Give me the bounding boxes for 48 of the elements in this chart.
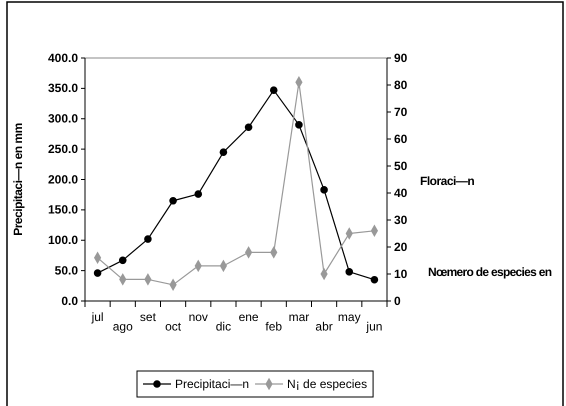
x-tick-label: nov <box>188 310 208 324</box>
x-tick-label: may <box>338 310 361 324</box>
y-tick-label: 50.0 <box>54 263 78 278</box>
y2-tick-label: 40 <box>394 186 408 200</box>
point <box>94 269 102 277</box>
x-tick-label: oct <box>165 319 182 334</box>
x-tick-label: feb <box>265 319 282 334</box>
y2-tick-label: 70 <box>394 104 408 119</box>
y-tick-label: 150.0 <box>48 202 78 217</box>
y-tick-label: 400.0 <box>48 50 78 65</box>
point <box>370 276 378 284</box>
point <box>220 148 228 156</box>
y2-axis-title: Floraci—n <box>420 174 474 188</box>
y2-tick-label: 50 <box>394 158 408 173</box>
text: Nœmero de especies en <box>428 265 552 279</box>
y-tick-label: 200.0 <box>48 172 78 186</box>
y2-tick-label: 60 <box>394 132 408 146</box>
x-tick-label: set <box>140 310 157 324</box>
y2-tick-label: 0 <box>394 294 401 308</box>
y-tick-label: 350.0 <box>48 81 78 96</box>
x-tick-label: jun <box>365 319 382 334</box>
point <box>194 190 202 198</box>
x-tick-label: dic <box>216 319 232 334</box>
x-tick-label: jul <box>90 310 104 324</box>
x-tick-label: ago <box>112 319 134 334</box>
y2-tick-label: 10 <box>394 266 408 281</box>
point <box>270 86 278 94</box>
x-tick-label: abr <box>315 319 333 334</box>
y2-tick-label: 90 <box>394 50 408 65</box>
y2-tick-label: 30 <box>394 212 408 227</box>
point <box>144 235 152 243</box>
y2-tick-label: 20 <box>394 240 408 254</box>
point <box>320 186 328 194</box>
point <box>244 123 252 132</box>
y-tick-label: 300.0 <box>48 112 78 126</box>
y-tick-label: 100.0 <box>48 233 78 248</box>
point <box>169 196 177 205</box>
y-axis-title: Precipitaci—n en mm <box>11 123 25 236</box>
point <box>345 268 354 276</box>
point <box>295 121 303 129</box>
x-tick-label: mar <box>288 310 310 324</box>
x-tick-label: ene <box>238 310 259 324</box>
legend-label: Precipitaci—n <box>175 377 250 391</box>
y2-tick-label: 80 <box>394 78 408 92</box>
y-tick-label: 250.0 <box>48 142 78 156</box>
y-tick-label: 0.0 <box>61 294 78 308</box>
point <box>118 256 127 264</box>
legend-label: N¡ de especies <box>287 377 368 391</box>
